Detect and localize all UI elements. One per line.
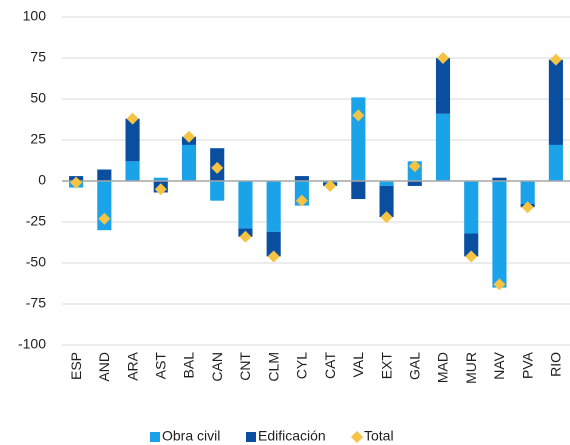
bar [238, 181, 253, 229]
legend-label: Total [364, 428, 394, 444]
bar [548, 144, 563, 181]
x-tick-label: CNT [237, 352, 253, 381]
total-marker [211, 161, 224, 174]
bar [492, 181, 507, 288]
total-marker [324, 179, 337, 192]
bar [464, 181, 479, 234]
y-tick-label: -50 [26, 254, 46, 270]
bar [435, 58, 451, 114]
y-tick-label: 100 [23, 8, 47, 24]
bar [125, 161, 140, 181]
total-marker [183, 130, 195, 143]
bar [351, 181, 366, 200]
legend-label: Edificación [258, 428, 326, 444]
bar [266, 231, 281, 257]
x-tick-label: ESP [68, 352, 84, 380]
x-tick-label: GAL [406, 352, 422, 380]
bar [97, 169, 112, 181]
y-tick-label: -25 [26, 213, 46, 229]
x-tick-label: EXT [378, 352, 394, 380]
total-marker [267, 250, 280, 263]
total-marker [239, 230, 252, 243]
legend-label: Obra civil [162, 428, 220, 444]
bar [294, 176, 309, 181]
x-tick-label: VAL [350, 352, 366, 378]
y-tick-label: -100 [18, 336, 46, 352]
bar [125, 118, 140, 162]
bar [520, 181, 535, 204]
total-marker [380, 211, 393, 224]
x-tick-label: CLM [265, 352, 281, 382]
y-tick-label: 50 [30, 90, 46, 106]
legend-swatch [351, 431, 363, 443]
total-marker [408, 160, 421, 173]
y-tick-label: 25 [30, 131, 46, 147]
total-marker [437, 52, 449, 64]
x-tick-label: MUR [463, 352, 479, 384]
x-tick-label: CAT [322, 352, 338, 379]
bar [181, 144, 197, 181]
y-tick-label: 75 [30, 49, 46, 65]
x-tick-label: PVA [519, 351, 535, 379]
x-tick-label: CYL [294, 352, 310, 379]
bar [379, 185, 394, 218]
total-marker [352, 109, 365, 122]
y-tick-label: 0 [38, 172, 46, 188]
bar [435, 113, 451, 181]
bar [407, 181, 422, 186]
x-tick-label: BAL [181, 352, 197, 379]
bar [379, 181, 394, 186]
legend-swatch [150, 432, 160, 442]
total-marker [295, 194, 308, 207]
bar [266, 181, 281, 232]
bar [153, 177, 168, 181]
total-marker [521, 201, 534, 214]
x-tick-label: CAN [209, 352, 225, 382]
legend-swatch [246, 432, 256, 442]
total-marker [98, 212, 111, 225]
x-tick-label: AND [96, 352, 112, 382]
total-marker [493, 278, 506, 291]
x-tick-label: AST [152, 352, 168, 380]
total-marker [549, 53, 562, 66]
bar [548, 59, 563, 145]
bar [351, 97, 366, 181]
bar [464, 233, 479, 257]
y-tick-label: -75 [26, 295, 46, 311]
x-tick-label: ARA [124, 351, 140, 380]
x-tick-label: MAD [435, 352, 451, 383]
bar [492, 177, 507, 181]
total-marker [465, 250, 478, 263]
total-marker [126, 112, 139, 125]
x-tick-label: RIO [548, 352, 564, 377]
total-marker [70, 176, 83, 189]
x-tick-label: NAV [491, 351, 507, 379]
total-marker [154, 183, 167, 196]
bar [210, 181, 225, 201]
